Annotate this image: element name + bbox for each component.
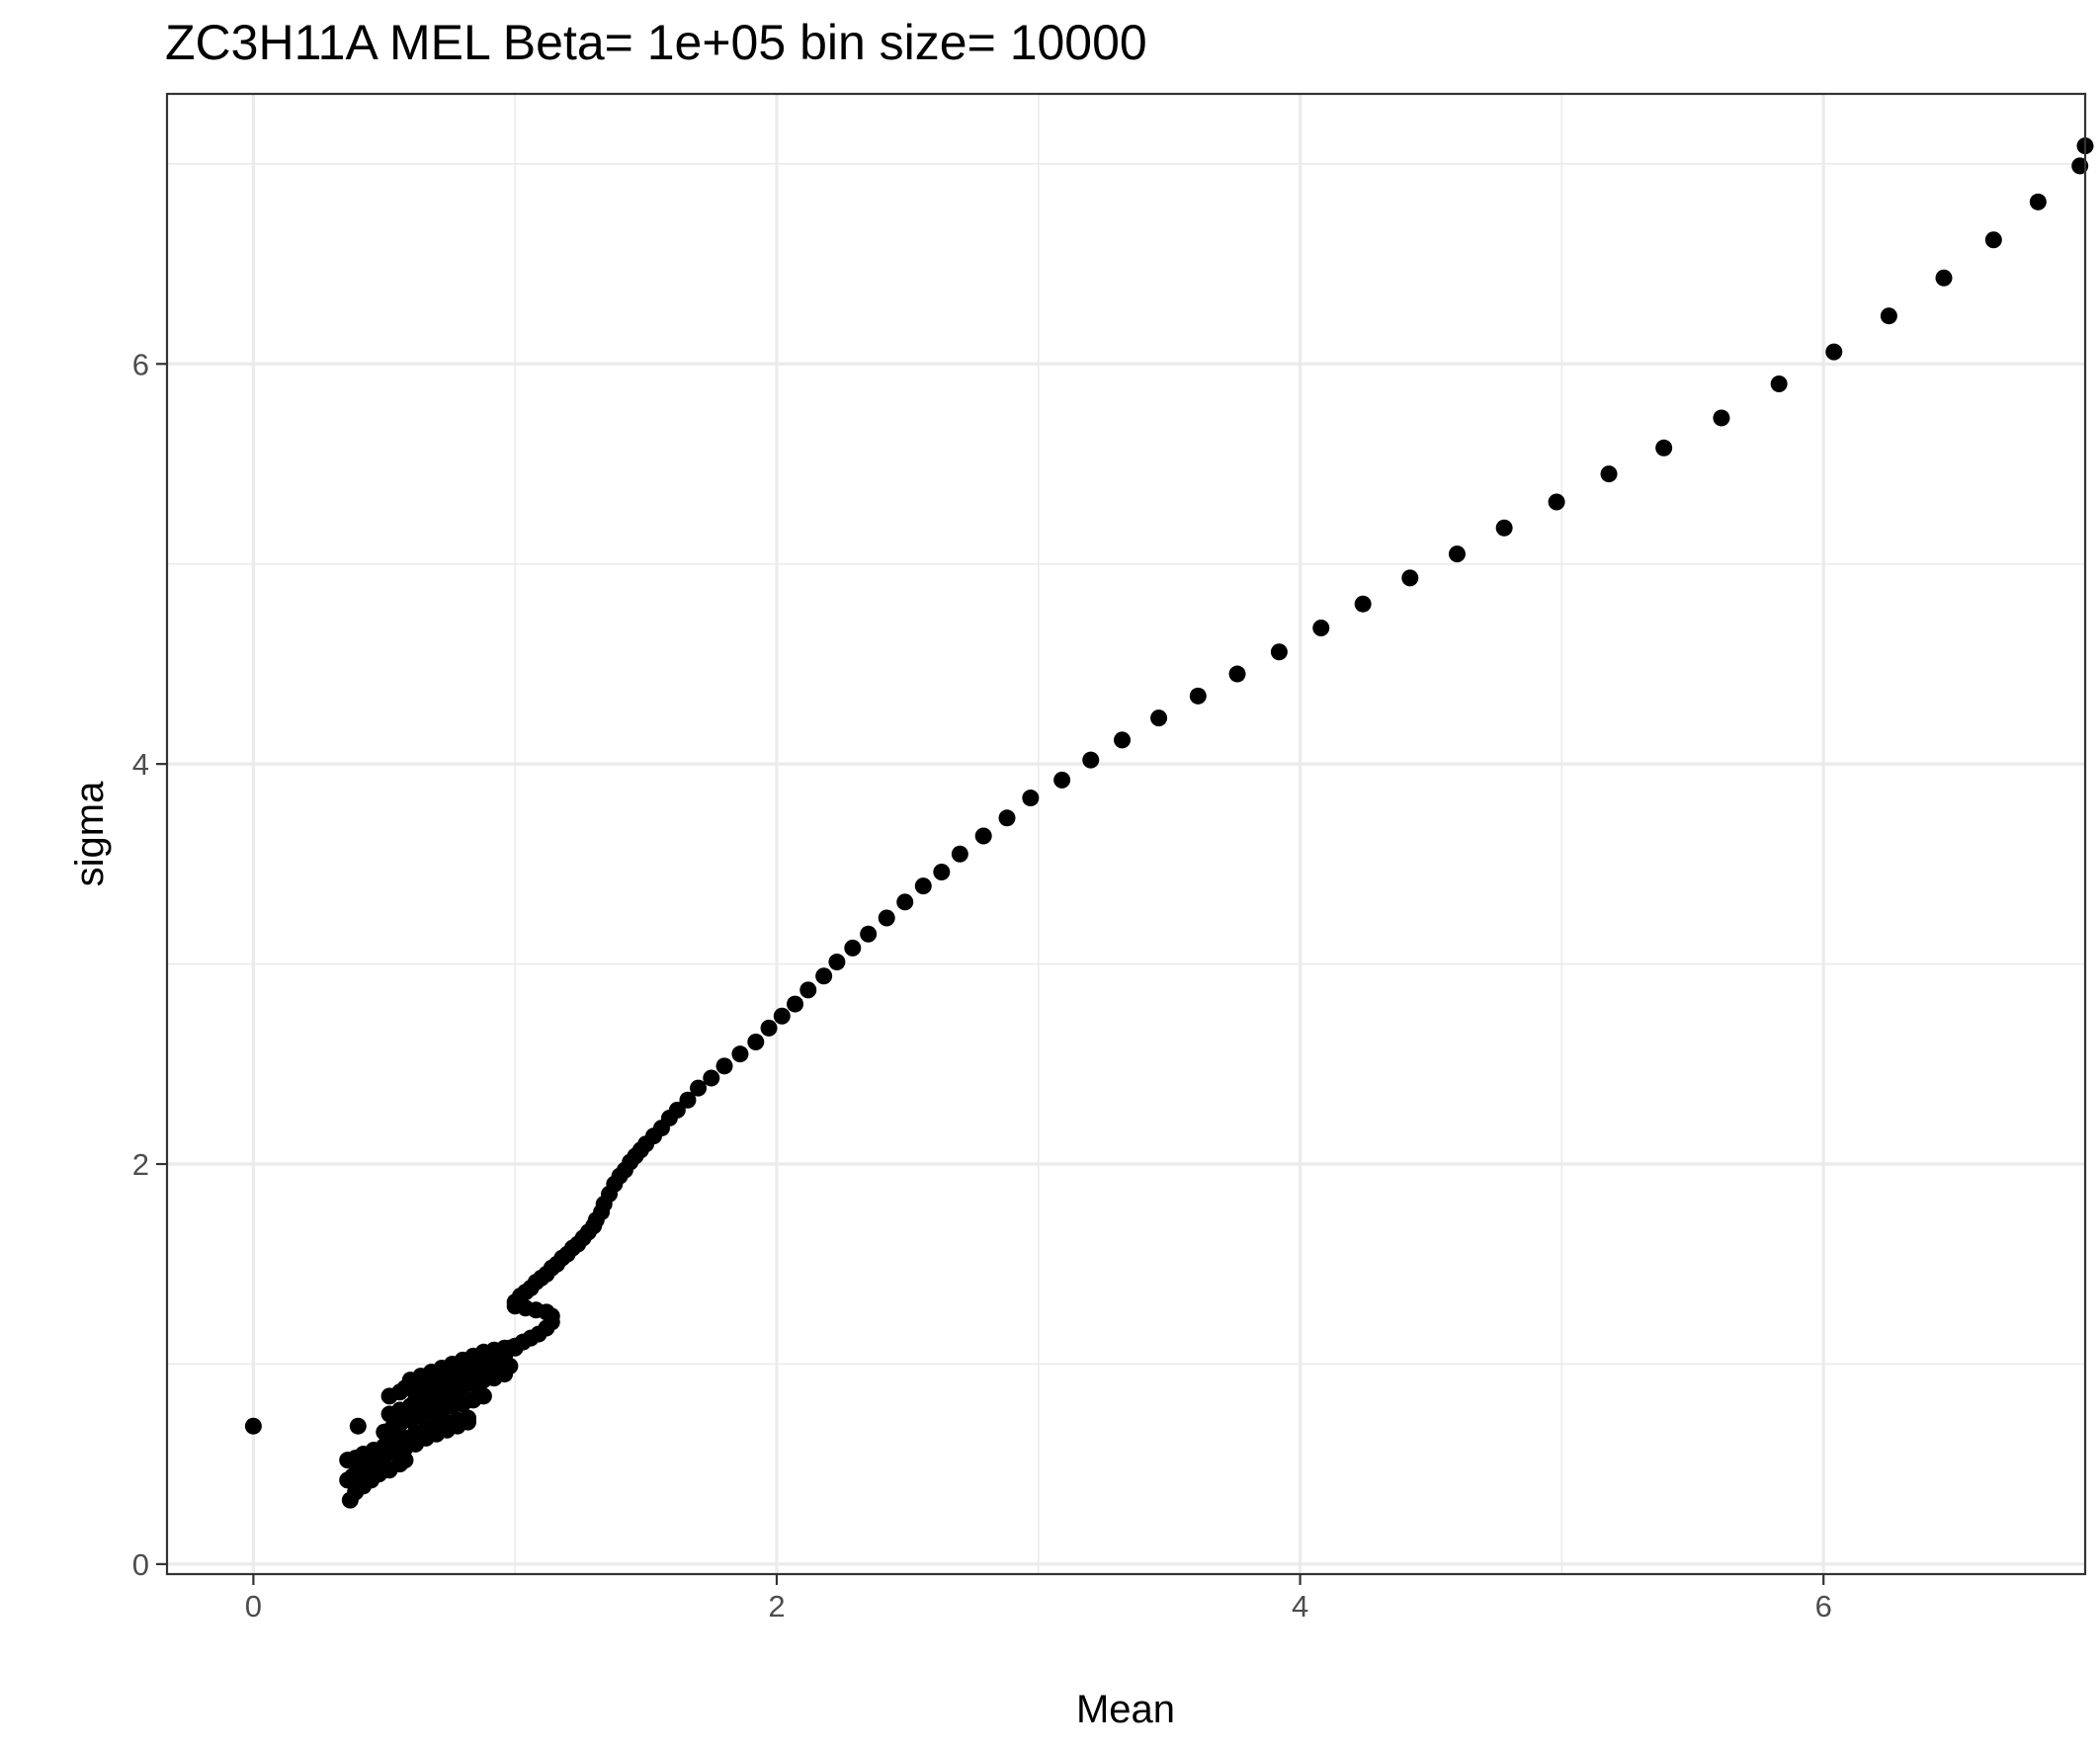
data-point (501, 1357, 519, 1375)
data-point (1655, 439, 1673, 457)
data-point (407, 1407, 425, 1425)
data-point (349, 1417, 367, 1435)
data-point (1880, 307, 1897, 325)
data-point (933, 863, 951, 880)
data-point (668, 1101, 686, 1119)
chart-title: ZC3H11A MEL Beta= 1e+05 bin size= 10000 (165, 15, 1147, 70)
x-tick-label: 4 (1292, 1589, 1308, 1624)
data-point (703, 1069, 720, 1087)
y-tick-label: 2 (132, 1147, 149, 1182)
data-point (760, 1019, 778, 1037)
data-point (679, 1091, 697, 1109)
y-axis-title: sigma (68, 781, 112, 886)
y-axis: 0 2 4 6 (132, 347, 167, 1582)
data-point (1312, 619, 1330, 636)
data-point (1150, 709, 1168, 727)
data-point (787, 995, 804, 1013)
data-point (1713, 409, 1730, 427)
data-point (1053, 771, 1071, 789)
data-point (998, 809, 1016, 827)
data-point (896, 893, 914, 911)
data-point (1548, 493, 1565, 511)
x-tick-label: 6 (1815, 1589, 1832, 1624)
data-points (244, 137, 2094, 1509)
x-tick-label: 0 (245, 1589, 262, 1624)
data-point (914, 877, 932, 895)
data-point (1228, 665, 1246, 683)
data-point (715, 1057, 733, 1075)
data-point (1825, 343, 1843, 361)
data-point (460, 1413, 477, 1431)
data-point (828, 954, 846, 971)
data-point (2029, 193, 2047, 210)
data-point (449, 1389, 466, 1407)
data-point (428, 1399, 446, 1417)
gridlines (167, 94, 2086, 1574)
x-tick-label: 2 (768, 1589, 785, 1624)
data-point (1189, 687, 1207, 705)
x-axis-title: Mean (1076, 1688, 1175, 1731)
data-point (1935, 269, 1953, 287)
data-point (815, 967, 833, 985)
data-point (844, 939, 862, 957)
data-point (799, 981, 817, 999)
data-point (731, 1045, 749, 1063)
x-axis: 0 2 4 6 (245, 1574, 1832, 1624)
data-point (1448, 545, 1466, 563)
data-point (396, 1379, 414, 1397)
y-tick-label: 4 (132, 747, 149, 782)
data-point (1270, 643, 1288, 661)
data-point (974, 827, 992, 845)
data-point (690, 1079, 708, 1097)
data-point (244, 1417, 262, 1435)
data-point (1022, 790, 1040, 807)
y-tick-label: 6 (132, 347, 149, 381)
data-point (1354, 595, 1372, 613)
y-tick-label: 0 (132, 1547, 149, 1582)
data-point (1495, 519, 1513, 537)
data-point (860, 925, 878, 943)
data-point (1984, 231, 2002, 249)
data-point (1600, 465, 1618, 483)
data-point (878, 909, 895, 927)
data-point (1114, 731, 1132, 749)
data-point (1082, 751, 1100, 769)
data-point (1770, 375, 1788, 393)
data-point (747, 1034, 765, 1051)
data-point (469, 1379, 487, 1397)
data-point (951, 845, 968, 863)
data-point (773, 1007, 791, 1025)
plot-panel-border (165, 92, 2087, 1576)
data-point (1401, 569, 1419, 587)
